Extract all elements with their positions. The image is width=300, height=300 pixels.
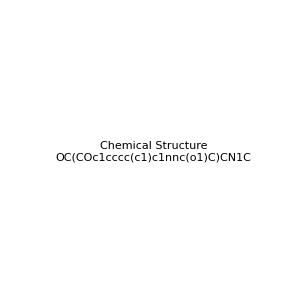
Text: Chemical Structure
OC(COc1cccc(c1)c1nnc(o1)C)CN1C: Chemical Structure OC(COc1cccc(c1)c1nnc(…: [56, 141, 252, 162]
